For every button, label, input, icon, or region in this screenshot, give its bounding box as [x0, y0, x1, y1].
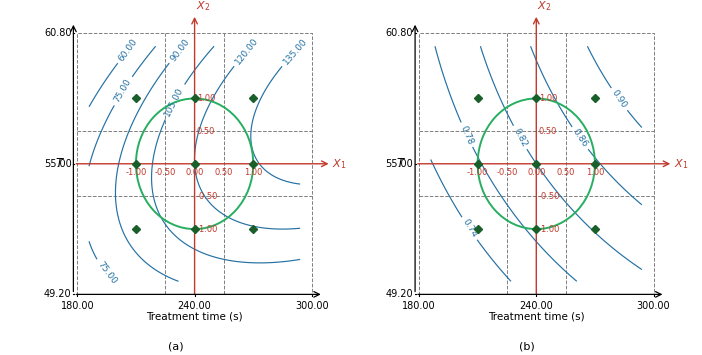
Text: -0.50: -0.50 [197, 192, 218, 201]
Text: -1.00: -1.00 [538, 225, 560, 234]
Text: $X_2$: $X_2$ [196, 0, 210, 13]
Text: 0.90: 0.90 [610, 88, 628, 110]
Text: 60.80: 60.80 [385, 28, 413, 38]
Text: -1.00: -1.00 [467, 168, 489, 177]
Text: T: T [397, 157, 404, 170]
Text: 240.00: 240.00 [519, 301, 553, 311]
Text: 55.00: 55.00 [385, 159, 413, 169]
Text: 0.74: 0.74 [461, 218, 479, 239]
Text: 1.00: 1.00 [538, 94, 557, 103]
Text: 1.00: 1.00 [244, 168, 263, 177]
Text: 0.50: 0.50 [557, 168, 575, 177]
Text: 60.80: 60.80 [44, 28, 72, 38]
Text: 1.00: 1.00 [585, 168, 604, 177]
Text: 300.00: 300.00 [295, 301, 329, 311]
Text: 1.00: 1.00 [197, 94, 216, 103]
Text: 55.00: 55.00 [44, 159, 72, 169]
Text: 0.00: 0.00 [185, 168, 204, 177]
Text: 49.20: 49.20 [44, 289, 72, 299]
Text: 300.00: 300.00 [637, 301, 670, 311]
Text: 180.00: 180.00 [402, 301, 436, 311]
Text: 49.20: 49.20 [385, 289, 413, 299]
Text: 180.00: 180.00 [60, 301, 94, 311]
Text: 105.00: 105.00 [163, 86, 185, 118]
Text: 0.86: 0.86 [571, 127, 589, 149]
Text: T: T [55, 157, 62, 170]
Text: 240.00: 240.00 [178, 301, 211, 311]
Text: 0.50: 0.50 [538, 127, 557, 136]
Text: 0.50: 0.50 [197, 127, 216, 136]
Text: -0.50: -0.50 [538, 192, 560, 201]
Text: 75.00: 75.00 [95, 260, 118, 286]
Text: 120.00: 120.00 [234, 36, 260, 66]
Text: 90.00: 90.00 [168, 37, 192, 63]
Text: 0.00: 0.00 [527, 168, 545, 177]
Text: -1.00: -1.00 [197, 225, 218, 234]
Text: $X_2$: $X_2$ [537, 0, 552, 13]
Text: $X_1$: $X_1$ [333, 157, 347, 171]
Text: -1.00: -1.00 [125, 168, 147, 177]
Text: 135.00: 135.00 [282, 37, 310, 66]
Text: (b): (b) [519, 342, 534, 351]
Text: 60.00: 60.00 [117, 37, 140, 63]
Text: (a): (a) [168, 342, 183, 351]
Text: $X_1$: $X_1$ [674, 157, 689, 171]
Text: 75.00: 75.00 [112, 77, 133, 104]
Text: Treatment time (s): Treatment time (s) [488, 311, 585, 321]
Text: -0.50: -0.50 [496, 168, 517, 177]
Text: Treatment time (s): Treatment time (s) [146, 311, 243, 321]
Text: 0.50: 0.50 [215, 168, 233, 177]
Text: 0.82: 0.82 [511, 127, 529, 148]
Text: 0.78: 0.78 [458, 124, 475, 146]
Text: -0.50: -0.50 [154, 168, 176, 177]
